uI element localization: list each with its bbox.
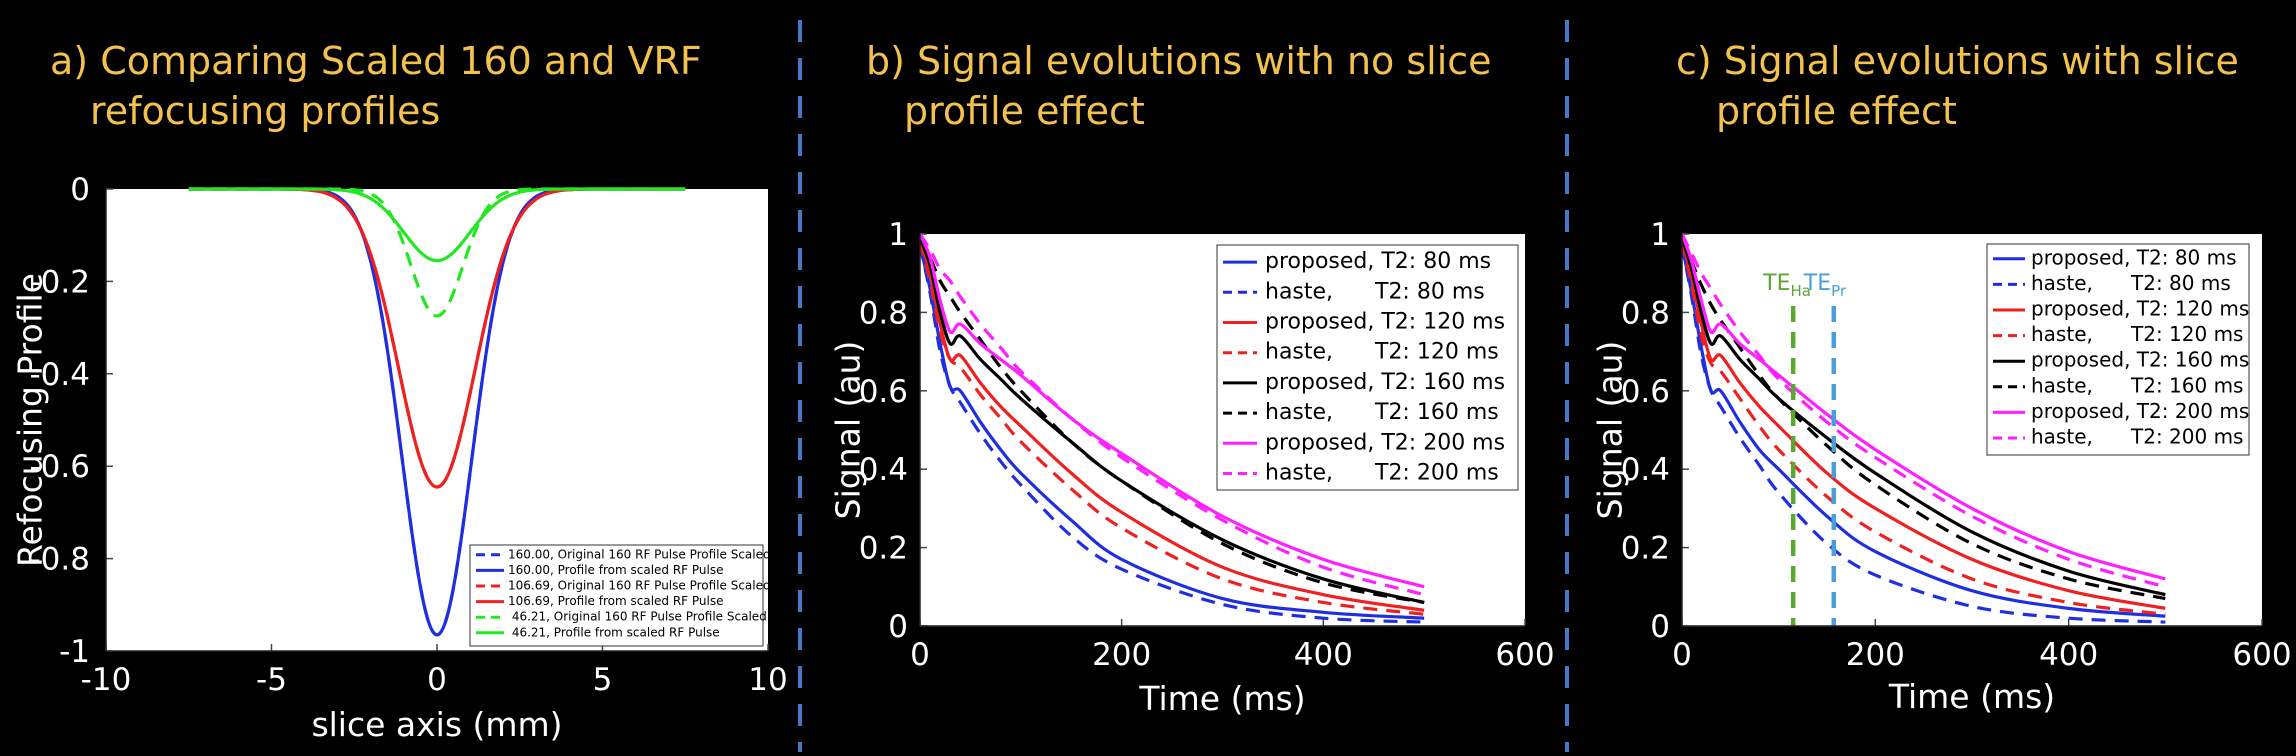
- panel-c-chart: 0 200 400 600 0 0.2 0.4 0.6 0.8 1 Time (ms) Signal …: [1591, 217, 2292, 716]
- panel-a-title-line-1: a) Comparing Scaled 160 and VRF: [50, 39, 702, 83]
- legend-entry: proposed, T2: 200 ms: [1265, 430, 1505, 455]
- series-line-8: [1682, 233, 2166, 589]
- te-marker-subscript-text: Ha: [1791, 282, 1811, 300]
- y-tick-label: 0.6: [1621, 374, 1670, 410]
- legend-entry: proposed, T2: 120 ms: [1265, 310, 1505, 335]
- legend-entry: proposed, T2: 200 ms: [2031, 399, 2249, 423]
- legend-entry: haste, T2: 80 ms: [2031, 271, 2231, 295]
- y-axis-label: Refocusing Profile: [11, 273, 50, 567]
- y-tick-label: 0.4: [859, 452, 908, 488]
- y-tick-label: -0.2: [30, 264, 91, 300]
- legend-entry: haste, T2: 120 ms: [2031, 322, 2243, 346]
- legend-entry: haste, T2: 200 ms: [2031, 425, 2243, 449]
- legend-entry: 106.69, Original 160 RF Pulse Profile Sc…: [508, 579, 771, 593]
- y-tick-label: -0.4: [30, 357, 91, 393]
- legend-box: [1986, 243, 2250, 456]
- te-marker-label-1: TEHa: [1762, 271, 1811, 300]
- y-tick-label: -0.8: [30, 542, 91, 578]
- legend-entry: proposed, T2: 160 ms: [1265, 370, 1505, 395]
- x-tick-label: 0: [427, 662, 447, 698]
- legend-entry: haste, T2: 120 ms: [1265, 340, 1499, 365]
- y-tick-label: 0.8: [1621, 295, 1670, 331]
- x-tick-label: -10: [81, 662, 132, 698]
- y-tick-label: 0.4: [1621, 452, 1670, 488]
- series-line-2: [1682, 245, 2166, 624]
- legend-entry: haste, T2: 160 ms: [1265, 400, 1499, 425]
- y-axis-label: Signal (au): [829, 341, 868, 520]
- legend-entry: proposed, T2: 160 ms: [2031, 348, 2249, 372]
- series-line-3: [1682, 241, 2166, 610]
- x-tick-label: 400: [2039, 637, 2098, 673]
- x-axis-label: slice axis (mm): [311, 705, 562, 744]
- legend-box: [469, 544, 764, 647]
- series-line-4: [1682, 241, 2166, 616]
- series-line-6: [1682, 237, 2166, 601]
- panel-b-title-line-1: b) Signal evolutions with no slice: [866, 39, 1492, 83]
- panel-a-title-line-2: refocusing profiles: [90, 89, 440, 133]
- y-tick-label: -1: [59, 634, 90, 670]
- y-axis-label: Signal (au): [1591, 341, 1630, 520]
- legend-entry: 160.00, Profile from scaled RF Pulse: [508, 563, 724, 577]
- legend-entry: 160.00, Original 160 RF Pulse Profile Sc…: [508, 547, 771, 561]
- series-line-2: [920, 245, 1425, 624]
- y-tick-label: 0.6: [859, 374, 908, 410]
- x-tick-label: 400: [1294, 637, 1353, 673]
- te-marker-subscript-text: Pr: [1831, 282, 1847, 300]
- legend-entry: 46.21, Original 160 RF Pulse Profile Sca…: [508, 610, 767, 624]
- y-tick-label: 0.2: [859, 531, 908, 567]
- y-tick-label: 1: [1650, 217, 1670, 253]
- panel-a-chart: -10 -5 0 5 10 0 -0.2 -0.4 -0.6 -0.8 -1 slice axis (…: [11, 172, 788, 744]
- legend-box: [1216, 244, 1519, 491]
- panel-b-chart: 0 200 400 600 0 0.2 0.4 0.6 0.8 1 Time (ms) Signal …: [829, 217, 1555, 718]
- x-tick-label: -5: [256, 662, 287, 698]
- panel-c-title-line-1: c) Signal evolutions with slice: [1676, 39, 2239, 83]
- y-tick-label: 0: [70, 172, 90, 208]
- y-tick-label: -0.6: [30, 449, 91, 485]
- legend-entry: proposed, T2: 120 ms: [2031, 297, 2249, 321]
- legend-entry: haste, T2: 200 ms: [1265, 461, 1499, 486]
- x-axis-label: Time (ms): [1888, 677, 2055, 716]
- legend-entry: 46.21, Profile from scaled RF Pulse: [508, 625, 720, 639]
- te-marker-subscript: Pr: [1831, 282, 1847, 300]
- x-tick-label: 200: [1092, 637, 1151, 673]
- x-tick-label: 0: [910, 637, 930, 673]
- series-line-5: [920, 237, 1425, 605]
- y-tick-label: 0: [888, 609, 908, 645]
- y-tick-label: 0.2: [1621, 531, 1670, 567]
- series-line-3: [920, 241, 1425, 612]
- x-tick-label: 600: [1495, 637, 1554, 673]
- te-marker-subscript: Ha: [1791, 282, 1811, 300]
- x-tick-label: 10: [748, 662, 787, 698]
- y-tick-label: 0: [1650, 609, 1670, 645]
- series-group: [1682, 233, 2166, 624]
- y-tick-label: 1: [888, 217, 908, 253]
- series-line-4: [920, 241, 1425, 616]
- series-group: [920, 233, 1425, 624]
- x-tick-label: 600: [2232, 637, 2291, 673]
- y-tick-label: 0.8: [859, 295, 908, 331]
- series-line-6: [188, 187, 686, 263]
- x-tick-label: 0: [1672, 637, 1692, 673]
- panel-b-title-line-2: profile effect: [904, 89, 1145, 133]
- series-line-6: [920, 237, 1425, 605]
- legend-entry: proposed, T2: 80 ms: [1265, 249, 1491, 274]
- panel-c-title-line-2: profile effect: [1716, 89, 1957, 133]
- x-axis-label: Time (ms): [1138, 679, 1305, 718]
- x-tick-label: 5: [593, 662, 613, 698]
- legend-entry: proposed, T2: 80 ms: [2031, 245, 2237, 269]
- legend-entry: haste, T2: 160 ms: [2031, 373, 2243, 397]
- series-group: [188, 187, 686, 637]
- x-tick-label: 200: [1846, 637, 1905, 673]
- series-line-7: [1682, 233, 2166, 581]
- series-line-7: [920, 233, 1425, 589]
- legend-entry: haste, T2: 80 ms: [1265, 279, 1485, 304]
- legend-entry: 106.69, Profile from scaled RF Pulse: [508, 594, 724, 608]
